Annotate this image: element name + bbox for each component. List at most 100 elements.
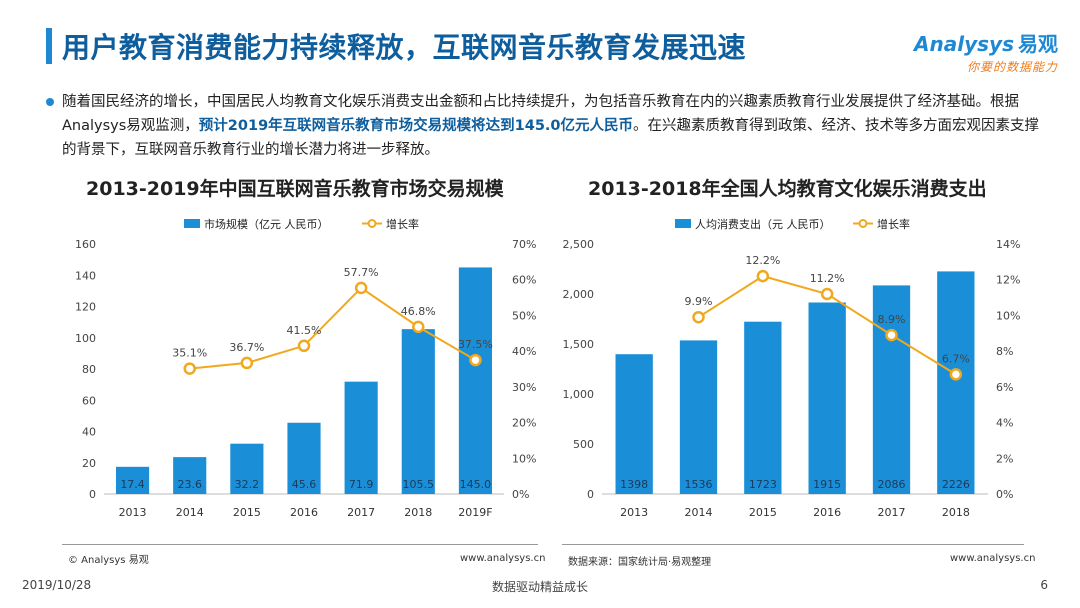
footer-divider-left (62, 544, 538, 545)
growth-point (412, 320, 425, 334)
legend-bar-swatch (675, 219, 691, 228)
consumption-chart: 人均消费支出（元 人民币） 增长率 0 500 1,000 1,500 2,000 2,500… (563, 217, 1021, 519)
x-tick-label: 2015 (233, 506, 261, 519)
bar (344, 381, 378, 494)
bar-value-label: 32.2 (235, 478, 260, 491)
growth-value-label: 11.2% (810, 272, 845, 285)
bar (615, 354, 653, 494)
growth-value-label: 12.2% (745, 254, 780, 267)
y-tick-label: 2,000 (563, 288, 595, 301)
y-tick-label: 1,000 (563, 388, 595, 401)
y2-tick-label: 10% (996, 309, 1020, 322)
bar (679, 340, 718, 494)
y2-tick-label: 8% (996, 345, 1013, 358)
bar (173, 457, 207, 494)
brand-slogan: 你要的数据能力 (966, 60, 1058, 74)
x-tick-label: 2018 (942, 506, 970, 519)
bar (808, 302, 846, 494)
legend-bar-label: 人均消费支出（元 人民币） (695, 217, 831, 231)
y-tick-label: 160 (75, 238, 96, 251)
x-tick-label: 2016 (813, 506, 841, 519)
bar (872, 285, 911, 494)
intro-text-2: 。在兴趣素质教育得到政策、经济、技术等多方面宏观因素支撑的背景下，互联网音乐教育… (62, 118, 1040, 158)
bar-value-label: 2226 (942, 478, 970, 491)
chart-title-market-size: 2013-2019年中国互联网音乐教育市场交易规模 (86, 178, 504, 200)
x-tick-label: 2016 (290, 506, 318, 519)
bar-value-label: 145.0 (460, 478, 492, 491)
growth-value-label: 9.9% (685, 295, 713, 308)
y2-tick-label: 4% (996, 417, 1013, 430)
bar-value-label: 71.9 (349, 478, 374, 491)
intro-highlight: 预计2019年互联网音乐教育市场交易规模将达到145.0亿元人民币 (198, 118, 634, 134)
bar-value-label: 1915 (813, 478, 841, 491)
x-tick-label: 2014 (685, 506, 713, 519)
bar (230, 443, 264, 494)
growth-point (885, 328, 898, 342)
bar-value-label: 105.5 (403, 478, 435, 491)
growth-value-label: 36.7% (229, 341, 264, 354)
legend-bar-swatch (184, 219, 200, 228)
growth-point (949, 368, 963, 381)
growth-value-label: 35.1% (172, 347, 207, 360)
growth-value-label: 8.9% (878, 313, 906, 326)
footer-divider-right (562, 544, 1024, 545)
legend-line-label: 增长率 (877, 217, 910, 231)
footer-url-right: www.analysys.cn (950, 553, 1036, 564)
y-tick-label: 40 (82, 426, 96, 439)
growth-value-label: 37.5% (458, 338, 493, 351)
y2-tick-label: 0% (512, 488, 529, 501)
growth-point (756, 269, 770, 283)
growth-value-label: 41.5% (287, 324, 322, 337)
bar-value-label: 2086 (878, 478, 906, 491)
growth-value-label: 46.8% (401, 305, 436, 318)
intro-text-1: 随着国民经济的增长，中国居民人均教育文化娱乐消费支出金额和占比持续提升，为包括音… (62, 94, 1019, 134)
footer-url-left: www.analysys.cn (460, 553, 546, 564)
footer-copyright: © Analysys 易观 (68, 555, 149, 566)
bar-value-label: 17.4 (120, 478, 145, 491)
bar (744, 321, 782, 494)
footer-source: 数据来源：国家统计局·易观整理 (568, 557, 712, 568)
x-tick-label: 2013 (119, 506, 147, 519)
brand-cn: 易观 (1018, 32, 1058, 56)
y-tick-label: 500 (573, 438, 594, 451)
bar (116, 466, 150, 494)
y-tick-label: 120 (75, 301, 96, 314)
bar (937, 271, 975, 494)
y2-tick-label: 12% (996, 274, 1020, 287)
brand-logo: Analysys 易观 你要的数据能力 (914, 28, 1058, 75)
y2-tick-label: 70% (512, 238, 536, 251)
y-tick-label: 0 (89, 488, 96, 501)
y2-tick-label: 14% (996, 238, 1020, 251)
x-tick-label: 2013 (620, 506, 648, 519)
growth-point (183, 362, 196, 375)
x-tick-label: 2018 (404, 506, 432, 519)
growth-value-label: 57.7% (344, 266, 379, 279)
x-tick-label: 2017 (878, 506, 906, 519)
y2-tick-label: 6% (996, 381, 1013, 394)
page-number: 6 (1040, 578, 1048, 592)
page-date: 2019/10/28 (22, 578, 92, 592)
growth-point (354, 281, 368, 295)
brand-name: Analysys (914, 32, 1014, 56)
growth-point (692, 310, 705, 324)
chart-title-consumption: 2013-2018年全国人均教育文化娱乐消费支出 (588, 178, 987, 200)
legend-line-marker (858, 219, 868, 228)
intro-paragraph: 随着国民经济的增长，中国居民人均教育文化娱乐消费支出金额和占比持续提升，为包括音… (46, 90, 1052, 162)
y2-tick-label: 60% (512, 274, 536, 287)
y-tick-label: 2,500 (563, 238, 595, 251)
y-tick-label: 0 (587, 488, 594, 501)
growth-point (820, 287, 834, 301)
bar (458, 267, 492, 494)
title-accent-bar (46, 28, 52, 64)
bar-value-label: 23.6 (177, 478, 202, 491)
bar-value-label: 1398 (620, 478, 648, 491)
bar-value-label: 45.6 (292, 478, 317, 491)
growth-point (297, 339, 311, 353)
y-tick-label: 140 (75, 269, 96, 282)
page-title: 用户教育消费能力持续释放，互联网音乐教育发展迅速 (62, 31, 747, 64)
y2-tick-label: 30% (512, 381, 536, 394)
legend-line-label: 增长率 (386, 217, 419, 231)
growth-value-label: 6.7% (942, 352, 970, 365)
growth-line (189, 286, 476, 370)
x-tick-label: 2014 (176, 506, 204, 519)
